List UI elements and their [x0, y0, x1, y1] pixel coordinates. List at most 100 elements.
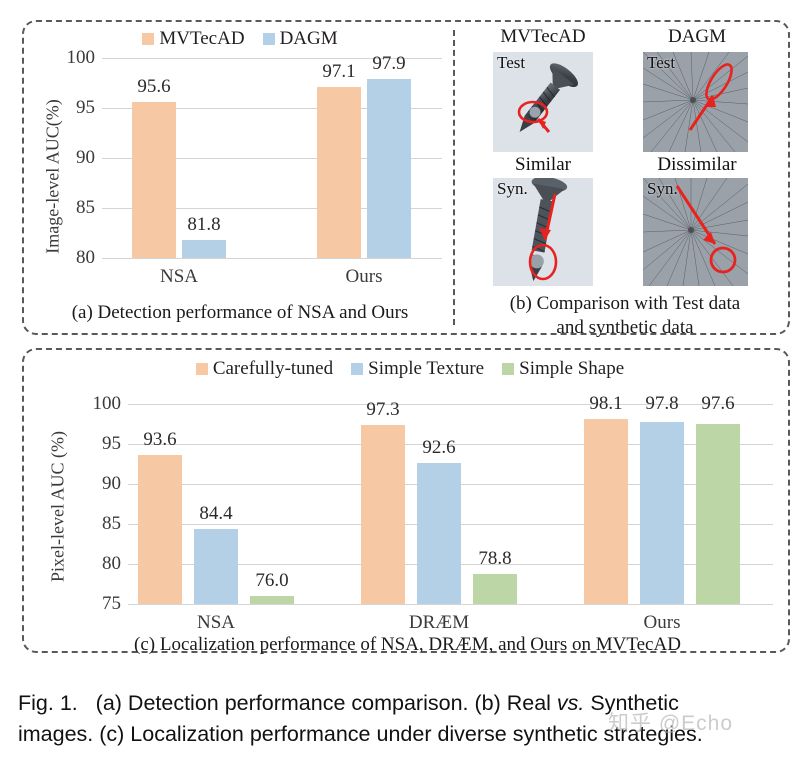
ytick-85: 85 [76, 197, 95, 218]
photo-tag-test-mvtecad: Test [497, 53, 526, 72]
bar-draem-simple-texture [417, 463, 461, 604]
chart-a-legend: MVTecAD DAGM [90, 26, 390, 52]
screw-syn-graphic [493, 178, 593, 286]
legend-swatch-carefully-tuned [195, 363, 208, 375]
bar-label-ours-mvtecad: 97.1 [322, 61, 356, 82]
gridline-90 [102, 158, 442, 159]
photo-tag-syn-dagm: Syn. [647, 179, 678, 198]
photo-mvtecad-test: Test [493, 52, 593, 152]
watermark: 知乎 @Echo [608, 712, 734, 735]
photo-tag-syn-mvtecad: Syn. [497, 179, 528, 198]
panel-b-relation-dissimilar: Dissimilar [657, 154, 737, 175]
bar-label-nsa-dagm: 81.8 [187, 214, 221, 235]
gridline-c-75 [128, 604, 773, 605]
gridline-c-100 [128, 404, 773, 405]
ytick-c-90: 90 [102, 473, 121, 494]
ytick-c-75: 75 [102, 593, 121, 614]
bar-ours-dagm [367, 79, 411, 258]
legend-swatch-mvtecad [142, 33, 155, 45]
gridline-c-95 [128, 444, 773, 445]
bar-label-draem-simple-texture: 92.6 [422, 437, 456, 458]
ytick-95: 95 [76, 97, 95, 118]
bar-label-draem-carefully-tuned: 97.3 [366, 399, 400, 420]
bar-label-ours-simple-texture: 97.8 [645, 393, 679, 414]
chart-a-plot-area: 100 95 90 85 80 95.6 81.8 97.1 97.9 NSA … [67, 47, 442, 287]
ytick-c-95: 95 [102, 433, 121, 454]
figure-caption: Fig. 1. (a) Detection performance compar… [18, 688, 793, 749]
bar-nsa-mvtecad [132, 102, 176, 258]
bar-nsa-simple-shape [250, 596, 294, 604]
gridline-80 [102, 258, 442, 259]
chart-c-y-axis-label: Pixel-level AUC (%) [47, 431, 68, 582]
legend-label-simple-shape: Simple Shape [519, 358, 625, 379]
chart-c-localization-performance: Carefully-tuned Simple Texture Simple Sh… [30, 356, 785, 655]
ytick-c-80: 80 [102, 553, 121, 574]
bar-nsa-dagm [182, 240, 226, 258]
legend-label-mvtecad: MVTecAD [159, 28, 245, 49]
gridline-100 [102, 58, 442, 59]
bar-label-draem-simple-shape: 78.8 [478, 548, 512, 569]
panel-divider [453, 30, 455, 325]
dagm-syn-graphic [643, 178, 748, 286]
photo-dagm-test: Test [643, 52, 748, 152]
figure-number: Fig. 1. [18, 691, 78, 715]
ytick-90: 90 [76, 147, 95, 168]
bar-label-ours-simple-shape: 97.6 [701, 393, 735, 414]
legend-item-mvtecad: MVTecAD [142, 28, 245, 50]
chart-c-legend: Carefully-tuned Simple Texture Simple Sh… [130, 356, 690, 382]
xtick-c-draem: DRÆM [408, 612, 470, 633]
chart-a-detection-performance: MVTecAD DAGM Image-level AUC(%) 100 95 9… [30, 26, 450, 326]
ytick-100: 100 [66, 47, 96, 68]
bar-label-nsa-simple-texture: 84.4 [199, 503, 233, 524]
panel-b-relation-similar: Similar [515, 154, 571, 175]
legend-label-dagm: DAGM [279, 28, 338, 49]
bar-label-nsa-simple-shape: 76.0 [255, 570, 289, 591]
bar-nsa-simple-texture [194, 529, 238, 604]
chart-a-y-axis-label: Image-level AUC(%) [42, 99, 63, 254]
xtick-c-ours: Ours [643, 612, 681, 633]
bar-label-nsa-carefully-tuned: 93.6 [143, 429, 177, 450]
chart-c-plot-area: 100 95 90 85 80 75 93.6 84.4 76.0 97.3 9… [93, 393, 773, 633]
legend-swatch-dagm [262, 33, 275, 45]
xtick-c-nsa: NSA [196, 612, 236, 633]
bar-ours-carefully-tuned [584, 419, 628, 604]
gridline-95 [102, 108, 442, 109]
bar-ours-simple-shape [696, 424, 740, 604]
bar-draem-carefully-tuned [361, 425, 405, 604]
screw-test-graphic [493, 52, 593, 152]
bar-draem-simple-shape [473, 574, 517, 604]
panel-b-caption-line1: (b) Comparison with Test data [509, 293, 741, 314]
bar-nsa-carefully-tuned [138, 455, 182, 604]
panel-c-caption: (c) Localization performance of NSA, DRÆ… [134, 634, 681, 655]
bar-label-nsa-mvtecad: 95.6 [137, 76, 171, 97]
legend-label-simple-texture: Simple Texture [368, 358, 485, 379]
xtick-nsa: NSA [159, 266, 199, 287]
bar-ours-simple-texture [640, 422, 684, 604]
photo-mvtecad-syn: Syn. [493, 178, 593, 286]
panel-b-image-comparison: MVTecAD DAGM Test [465, 26, 785, 338]
legend-item-dagm: DAGM [262, 28, 338, 50]
panel-b-header-dagm: DAGM [667, 26, 727, 47]
panel-b-header-mvtecad: MVTecAD [500, 26, 586, 47]
ytick-80: 80 [76, 247, 95, 268]
xtick-ours: Ours [345, 266, 383, 287]
figure-caption-line2: images. (c) Localization performance und… [18, 721, 703, 746]
ytick-c-100: 100 [92, 393, 122, 414]
legend-swatch-simple-shape [502, 363, 515, 375]
panel-a-caption: (a) Detection performance of NSA and Our… [71, 302, 409, 323]
ytick-c-85: 85 [102, 513, 121, 534]
legend-item-carefully-tuned: Carefully-tuned [195, 358, 334, 380]
figure-caption-part-b: Synthetic [584, 691, 679, 715]
photo-tag-test-dagm: Test [647, 53, 676, 72]
legend-item-simple-shape: Simple Shape [502, 358, 624, 380]
legend-swatch-simple-texture [351, 363, 364, 375]
bar-label-ours-dagm: 97.9 [372, 53, 406, 74]
figure-caption-vs: vs. [556, 691, 585, 715]
figure-caption-part-a: (a) Detection performance comparison. (b… [95, 691, 557, 715]
dagm-test-graphic [643, 52, 748, 152]
legend-item-simple-texture: Simple Texture [351, 358, 484, 380]
gridline-85 [102, 208, 442, 209]
legend-label-carefully-tuned: Carefully-tuned [212, 358, 334, 379]
photo-dagm-syn: Syn. [643, 178, 748, 286]
